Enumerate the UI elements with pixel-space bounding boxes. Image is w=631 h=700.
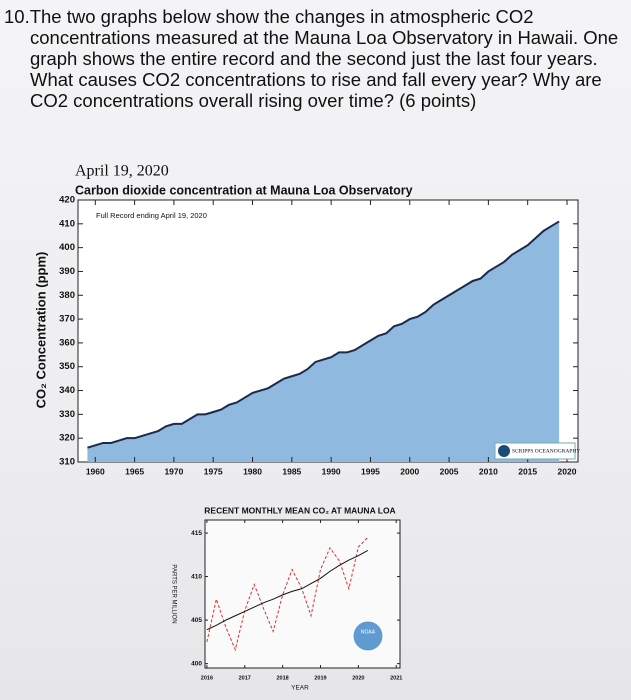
y-tick-label: 350	[59, 361, 75, 372]
x-tick-label: 2019	[314, 675, 326, 681]
logo-text: SCRIPPS OCEANOGRAPHY	[512, 448, 580, 454]
y-tick-label: 410	[59, 218, 75, 229]
y-tick-label: 410	[191, 573, 202, 580]
chart-title: RECENT MONTHLY MEAN CO₂ AT MAUNA LOA	[204, 505, 395, 515]
y-tick-label: 320	[59, 433, 75, 444]
area	[87, 221, 560, 462]
y-tick-label: 360	[59, 337, 75, 348]
logo	[494, 442, 576, 460]
x-tick-label: 2021	[390, 675, 402, 681]
y-tick-label: 330	[59, 409, 75, 420]
x-tick-label: 2020	[352, 675, 364, 681]
y-axis-label: CO₂ Concentration (ppm)	[33, 252, 48, 409]
x-axis-label: YEAR	[291, 685, 309, 692]
x-tick-label: 2018	[276, 675, 288, 681]
x-tick-label: 1970	[164, 466, 183, 476]
logo-icon	[352, 620, 384, 652]
x-tick-label: 1980	[243, 466, 262, 476]
x-tick-label: 1960	[86, 466, 105, 476]
line	[206, 550, 369, 631]
x-tick-label: 1990	[322, 466, 341, 476]
question-text: 10.The two graphs below show the changes…	[4, 6, 619, 111]
logo-icon	[498, 445, 510, 457]
y-tick-label: 400	[59, 242, 75, 253]
y-tick-label: 310	[59, 457, 75, 468]
x-tick-label: 2005	[440, 466, 459, 476]
logo-text: NOAA	[361, 629, 376, 635]
line	[206, 537, 369, 652]
y-tick-label: 400	[191, 660, 202, 667]
y-tick-label: 390	[59, 266, 75, 277]
chart-date: April 19, 2020	[75, 163, 169, 180]
annotation: Full Record ending April 19, 2020	[96, 211, 207, 220]
x-tick-label: 1975	[204, 466, 223, 476]
x-tick-label: 2000	[400, 466, 419, 476]
line	[87, 220, 560, 449]
y-axis-label: PARTS PER MILLION	[170, 564, 176, 623]
x-tick-label: 2016	[201, 675, 213, 681]
chart-title: Carbon dioxide concentration at Mauna Lo…	[75, 183, 413, 197]
x-tick-label: 1985	[282, 466, 301, 476]
y-tick-label: 380	[59, 290, 75, 301]
x-tick-label: 2015	[518, 466, 537, 476]
x-tick-label: 1965	[125, 466, 144, 476]
y-tick-label: 420	[59, 195, 75, 206]
x-tick-label: 2020	[558, 466, 577, 476]
y-tick-label: 405	[191, 617, 202, 624]
x-tick-label: 2010	[479, 466, 498, 476]
y-tick-label: 340	[59, 385, 75, 396]
x-tick-label: 2017	[239, 675, 251, 681]
y-tick-label: 370	[59, 314, 75, 325]
y-tick-label: 415	[191, 530, 202, 537]
x-tick-label: 1995	[361, 466, 380, 476]
